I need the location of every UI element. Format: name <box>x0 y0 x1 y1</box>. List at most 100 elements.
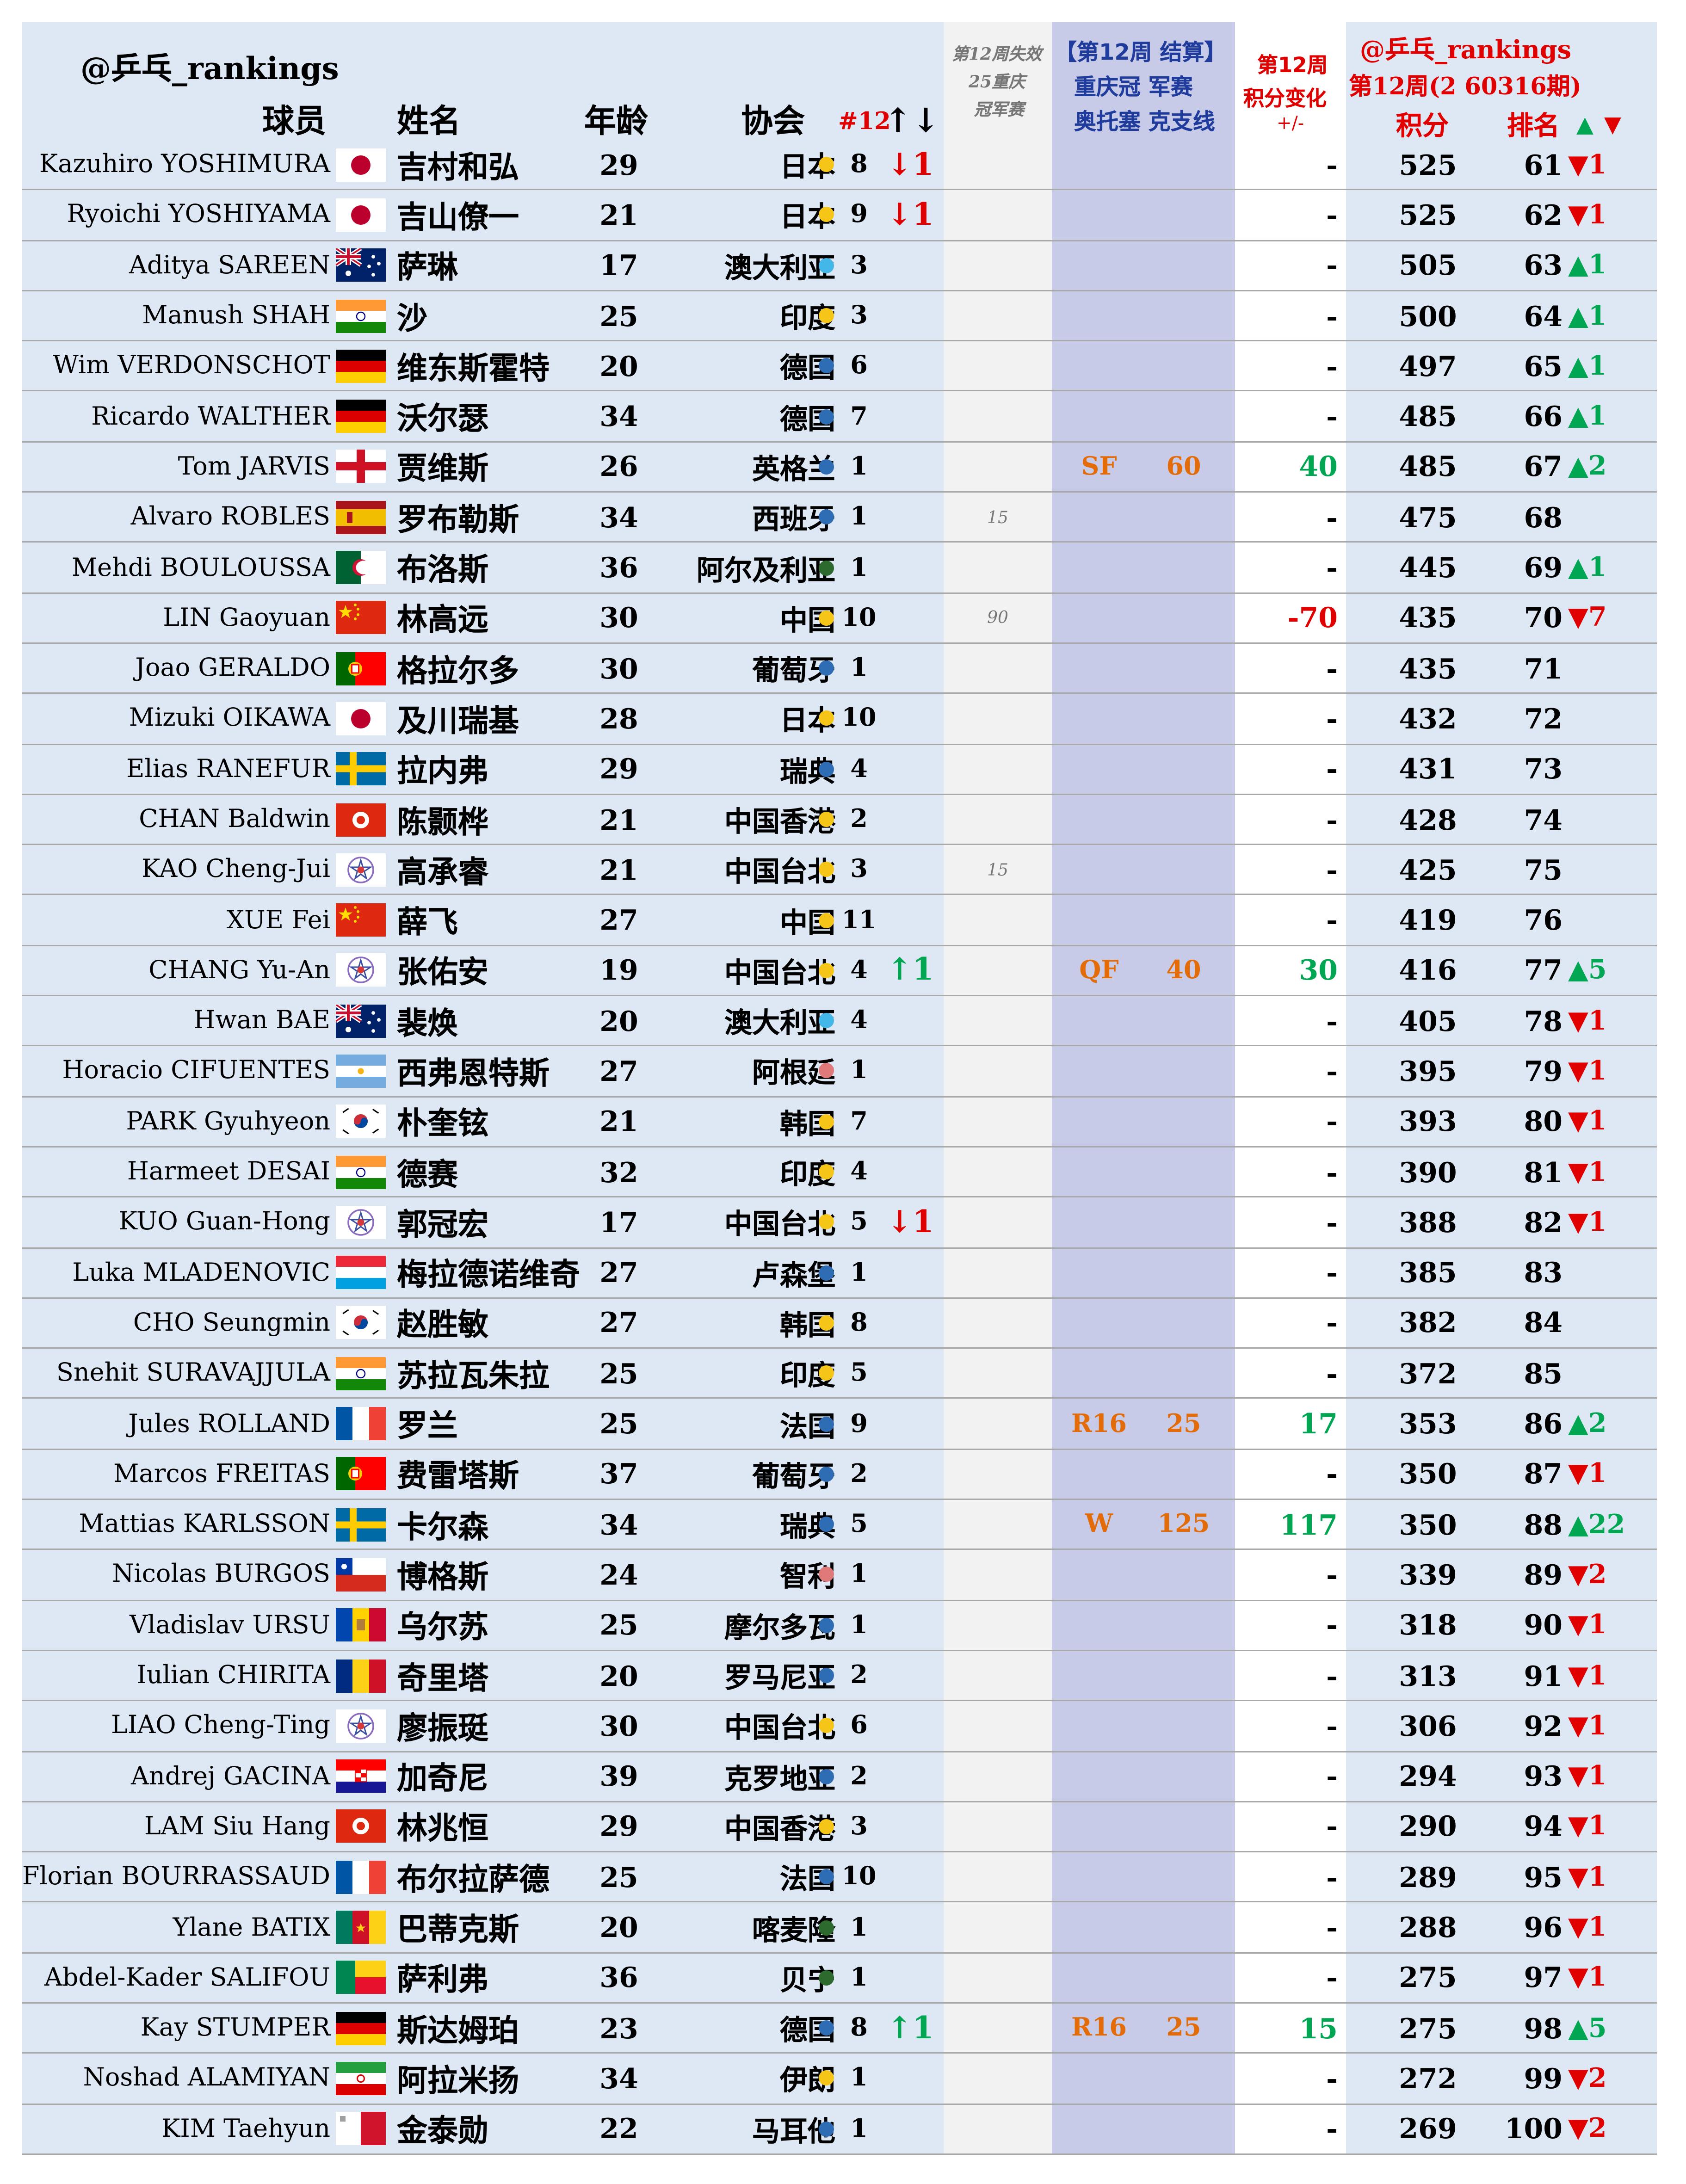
header-right-panel: @乒乓_rankings 第12周(2 60316期) 积分 排名 ▲ ▼ <box>1346 22 1657 142</box>
rank-move: ▲22 <box>1568 1509 1625 1540</box>
world-rank: 100 <box>1504 2112 1562 2146</box>
association-rank-number: 1 <box>850 1610 868 1640</box>
total-points: 294 <box>1399 1759 1457 1793</box>
total-points: 525 <box>1399 198 1457 232</box>
player-association: 中国台北 <box>661 845 855 894</box>
result-round <box>1066 291 1132 340</box>
tpe-flag-icon <box>333 845 389 894</box>
rank-move <box>1568 745 1651 794</box>
result-round <box>1066 1953 1132 2002</box>
row-left-background <box>22 1802 944 1851</box>
world-rank: 67 <box>1524 450 1562 484</box>
de-flag-icon <box>333 2004 389 2053</box>
ranking-cell: 435 71 <box>1346 643 1657 693</box>
association-dot-icon <box>816 1399 835 1448</box>
ranking-cell: 272 99 ▼2 <box>1346 2054 1657 2103</box>
header-lost-title-3: 冠军赛 <box>974 100 1025 119</box>
ranking-cell: 500 64 ▲1 <box>1346 291 1657 340</box>
association-rank-number: 10 <box>841 1862 877 1892</box>
hk-flag-icon <box>333 1802 389 1851</box>
ranking-cell: 431 73 <box>1346 744 1657 794</box>
association-dot-icon <box>816 1601 835 1650</box>
player-en-name: LIAO Cheng-Ting <box>111 1711 330 1741</box>
rank-move: ▼1 <box>1568 199 1607 230</box>
points-change: 17 <box>1235 1399 1346 1449</box>
result-round <box>1066 895 1132 944</box>
association-dot-icon <box>816 140 835 189</box>
ranking-cell: 275 98 ▲5 <box>1346 2003 1657 2053</box>
player-cn-name: 西弗恩特斯 <box>397 1057 550 1092</box>
expired-points <box>944 1903 1052 1952</box>
expired-points <box>944 1802 1052 1851</box>
player-age: 25 <box>599 1407 638 1441</box>
player-en-name: Harmeet DESAI <box>127 1157 330 1187</box>
association-rank-move <box>877 1148 944 1197</box>
association-rank-number: 4 <box>850 754 868 784</box>
expired-points <box>944 1651 1052 1700</box>
table-row: Snehit SURAVAJJULA 苏拉瓦朱拉 25 印度 5 - 372 8… <box>22 1349 1657 1400</box>
week-result-cell <box>1052 1852 1235 1902</box>
player-en-name: Jules ROLLAND <box>128 1409 330 1438</box>
ranking-cell: 445 69 ▲1 <box>1346 543 1657 592</box>
result-points <box>1149 593 1218 642</box>
expired-points <box>944 1248 1052 1297</box>
player-association: 摩尔多瓦 <box>661 1601 855 1650</box>
week-result-cell <box>1052 2054 1235 2103</box>
player-age: 21 <box>599 853 638 887</box>
player-association: 澳大利亚 <box>661 996 855 1045</box>
lu-flag-icon <box>333 1248 389 1297</box>
rank-move <box>1568 644 1651 693</box>
table-row: XUE Fei 薛飞 27 中国 11 - 419 76 <box>22 895 1657 946</box>
se-flag-icon <box>333 1500 389 1549</box>
world-rank: 82 <box>1524 1205 1562 1239</box>
result-points <box>1149 1802 1218 1851</box>
association-rank-move <box>877 1550 944 1599</box>
ranking-cell: 318 90 ▼1 <box>1346 1600 1657 1650</box>
ro-flag-icon <box>333 1651 389 1700</box>
result-round <box>1066 392 1132 441</box>
result-points <box>1149 140 1218 189</box>
table-row: LIN Gaoyuan 林高远 30 中国 10 90 -70 435 70 ▼… <box>22 593 1657 644</box>
player-en-name: Nicolas BURGOS <box>112 1560 330 1590</box>
player-en-name: Kay STUMPER <box>140 2013 330 2043</box>
player-age: 30 <box>599 651 638 685</box>
total-points: 275 <box>1399 1961 1457 1994</box>
association-dot-icon <box>816 1248 835 1297</box>
week-result-cell <box>1052 1701 1235 1751</box>
player-age: 34 <box>599 2061 638 2095</box>
player-en-name: CHAN Baldwin <box>139 805 330 834</box>
result-round: QF <box>1079 956 1119 985</box>
row-left-background <box>22 341 944 391</box>
result-points: 25 <box>1166 2013 1201 2043</box>
association-label: 克罗地亚 <box>724 1761 835 1795</box>
world-rank: 94 <box>1524 1810 1562 1844</box>
result-points <box>1149 845 1218 894</box>
total-points: 306 <box>1399 1709 1457 1743</box>
result-round: W <box>1085 1510 1113 1539</box>
row-left-background <box>22 1248 944 1297</box>
header-change-panel: 第12周 积分变化 +/- <box>1235 22 1346 140</box>
result-points <box>1149 1349 1218 1398</box>
result-points <box>1149 241 1218 290</box>
row-left-background <box>22 1450 944 1499</box>
ranking-cell: 505 63 ▲1 <box>1346 241 1657 290</box>
association-dot-icon <box>816 442 835 491</box>
player-cn-name: 高承睿 <box>397 856 489 891</box>
association-rank-move <box>877 1903 944 1952</box>
world-rank: 64 <box>1524 299 1562 333</box>
player-age: 29 <box>599 1810 638 1844</box>
association-dot-icon <box>816 2054 835 2103</box>
row-left-background <box>22 996 944 1046</box>
expired-points <box>944 241 1052 290</box>
player-en-name: Manush SHAH <box>142 301 330 331</box>
points-change: - <box>1235 895 1346 945</box>
row-left-background <box>22 1147 944 1197</box>
player-en-name: Elias RANEFUR <box>126 754 330 784</box>
fr-flag-icon <box>333 1852 389 1901</box>
association-rank-move <box>877 1752 944 1801</box>
expired-points <box>944 392 1052 441</box>
total-points: 431 <box>1399 752 1457 786</box>
points-change: - <box>1235 392 1346 441</box>
header-result-title-2: 重庆冠 军赛 <box>1074 74 1193 100</box>
association-rank-number: 4 <box>850 1006 868 1036</box>
